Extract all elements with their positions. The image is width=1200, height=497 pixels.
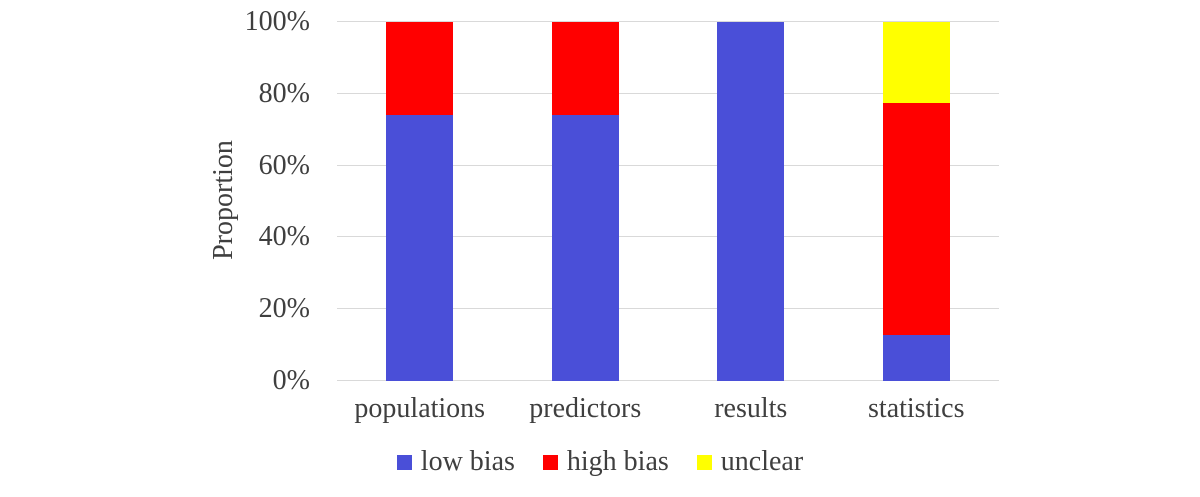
legend-item-unclear: unclear xyxy=(696,446,804,477)
y-tick-label-80%: 80% xyxy=(258,77,310,109)
bar-segment-predictors-low-bias xyxy=(551,114,619,381)
y-tick-label-60%: 60% xyxy=(258,149,310,181)
bar-segment-statistics-high-bias xyxy=(882,103,950,335)
gridline-20% xyxy=(337,308,999,310)
bar-segment-results-low-bias xyxy=(717,22,785,381)
gridline-100% xyxy=(337,21,999,22)
x-axis: populations predictors results statistics xyxy=(337,392,999,432)
gridline-40% xyxy=(337,236,999,238)
gridline-60% xyxy=(337,164,999,166)
y-axis: 0% 20% 40% 60% 80% 100% xyxy=(0,8,310,395)
gridline-80% xyxy=(337,92,999,94)
y-tick-label-0%: 0% xyxy=(272,365,310,396)
legend: low bias high bias unclear xyxy=(0,448,1200,476)
bar-segment-statistics-unclear xyxy=(882,22,950,104)
y-tick-label-40%: 40% xyxy=(258,221,310,253)
y-tick-label-100%: 100% xyxy=(244,6,310,37)
legend-item-low-bias: low bias xyxy=(396,446,515,477)
bar-predictors xyxy=(551,22,619,381)
legend-swatch-icon-unclear xyxy=(696,454,712,470)
legend-label-high-bias: high bias xyxy=(566,446,669,477)
legend-label-unclear: unclear xyxy=(720,446,804,477)
bar-segment-populations-low-bias xyxy=(386,114,454,381)
legend-item-high-bias: high bias xyxy=(542,446,669,477)
bar-populations xyxy=(386,22,454,381)
bar-segment-populations-high-bias xyxy=(386,22,454,115)
y-tick-label-20%: 20% xyxy=(258,293,310,325)
bar-statistics xyxy=(882,22,950,381)
x-axis-label-predictors: predictors xyxy=(529,393,642,424)
x-axis-label-statistics: statistics xyxy=(868,393,965,424)
x-axis-label-populations: populations xyxy=(354,393,486,424)
x-axis-label-results: results xyxy=(714,393,788,424)
legend-swatch-icon-low-bias xyxy=(396,454,412,470)
bar-segment-statistics-low-bias xyxy=(882,334,950,381)
legend-swatch-icon-high-bias xyxy=(542,454,558,470)
bar-results xyxy=(717,22,785,381)
legend-label-low-bias: low bias xyxy=(420,446,515,477)
gridline-0% xyxy=(337,380,999,381)
plot-area xyxy=(337,21,999,381)
bar-segment-predictors-high-bias xyxy=(551,22,619,115)
